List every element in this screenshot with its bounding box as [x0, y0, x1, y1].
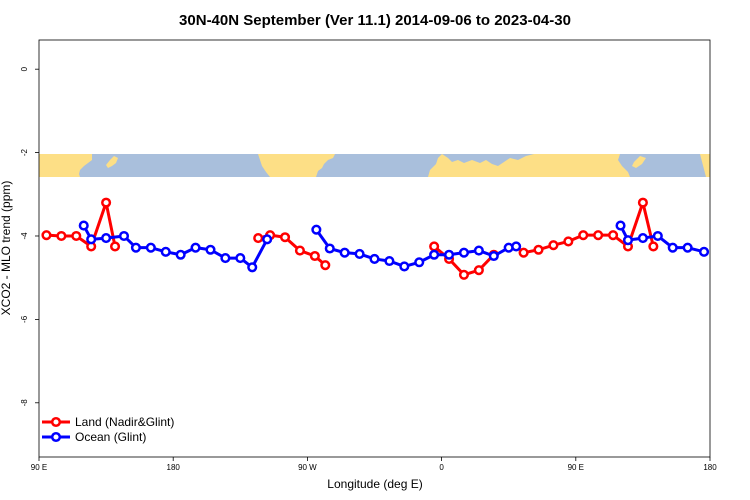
data-point [101, 233, 112, 244]
data-point [311, 224, 322, 235]
chart-title: 30N-40N September (Ver 11.1) 2014-09-06 … [179, 12, 571, 29]
legend-label-land: Land (Nadir&Glint) [75, 415, 174, 429]
legend-item-ocean: Ocean (Glint) [42, 430, 146, 444]
y-axis-label: XCO2 - MLO trend (ppm) [0, 181, 13, 316]
series-layer [41, 197, 710, 280]
data-point [563, 236, 574, 247]
x-tick-label: 90 E [31, 463, 47, 472]
data-point [637, 197, 648, 208]
data-point [205, 244, 216, 255]
data-point [320, 260, 331, 271]
x-axis: 90 E 180 90 W 0 90 E 180 [31, 457, 717, 472]
data-point [294, 245, 305, 256]
data-point [667, 242, 678, 253]
data-point [175, 249, 186, 260]
y-tick-label: -6 [20, 315, 29, 323]
x-axis-label: Longitude (deg E) [327, 477, 422, 491]
series-line [523, 201, 655, 255]
data-point [473, 245, 484, 256]
data-point [109, 241, 121, 252]
data-point [384, 255, 395, 267]
x-tick-label: 180 [703, 463, 717, 472]
data-point [369, 253, 380, 264]
data-point [324, 243, 335, 254]
data-point [473, 265, 484, 276]
data-point [279, 232, 291, 243]
map-land-north-america [258, 154, 335, 177]
x-tick-label: 180 [167, 463, 181, 472]
map-land-japan [106, 156, 118, 168]
data-point [354, 248, 365, 259]
data-point [130, 242, 141, 253]
data-point [444, 249, 455, 260]
data-point [458, 247, 470, 258]
data-point [615, 220, 626, 231]
data-point [41, 230, 52, 241]
y-tick-label: 0 [20, 66, 29, 71]
data-point [86, 234, 97, 245]
y-tick-label: -2 [20, 148, 29, 156]
data-point [78, 220, 89, 231]
y-tick-label: -4 [20, 232, 29, 240]
map-land-japan-right [632, 156, 646, 168]
data-point [160, 246, 171, 257]
data-point [118, 230, 130, 242]
x-tick-label: 90 W [298, 463, 317, 472]
data-point [339, 247, 350, 258]
map-land-eurasia-africa [428, 154, 630, 177]
data-point [578, 230, 589, 241]
world-map-band [39, 154, 710, 177]
data-point [414, 257, 425, 268]
data-point [56, 230, 67, 242]
data-point [247, 262, 258, 273]
data-point [309, 250, 320, 262]
data-point [622, 235, 634, 246]
data-point [235, 253, 246, 264]
data-point [429, 241, 440, 252]
data-point [637, 233, 648, 244]
data-point [458, 269, 470, 280]
x-tick-label: 0 [439, 463, 444, 472]
series-land [41, 197, 659, 280]
data-point [253, 233, 264, 244]
y-tick-label: -8 [20, 399, 29, 407]
data-point [429, 249, 440, 260]
data-point [608, 230, 619, 241]
data-point [682, 242, 693, 253]
data-point [101, 197, 112, 208]
legend-item-land: Land (Nadir&Glint) [42, 415, 174, 429]
data-point [145, 242, 156, 253]
data-point [652, 230, 663, 242]
x-tick-label: 90 E [568, 463, 584, 472]
map-land-asia [39, 154, 92, 177]
data-point [262, 234, 273, 245]
y-axis: 0 -2 -4 -6 -8 [20, 66, 39, 406]
data-point [593, 230, 604, 241]
data-point [511, 241, 522, 252]
data-point [533, 244, 544, 255]
data-point [399, 261, 410, 272]
data-point [71, 230, 82, 242]
data-point [488, 250, 499, 262]
data-point [698, 246, 710, 257]
data-point [518, 247, 529, 258]
data-point [190, 242, 201, 253]
plot-frame [38, 39, 711, 458]
legend-label-ocean: Ocean (Glint) [75, 430, 146, 444]
data-point [548, 240, 559, 251]
data-point [220, 253, 231, 264]
legend: Land (Nadir&Glint) Ocean (Glint) [42, 415, 174, 444]
map-land-asia-right-edge [700, 154, 710, 177]
data-point [648, 241, 659, 252]
series-ocean [78, 220, 710, 273]
